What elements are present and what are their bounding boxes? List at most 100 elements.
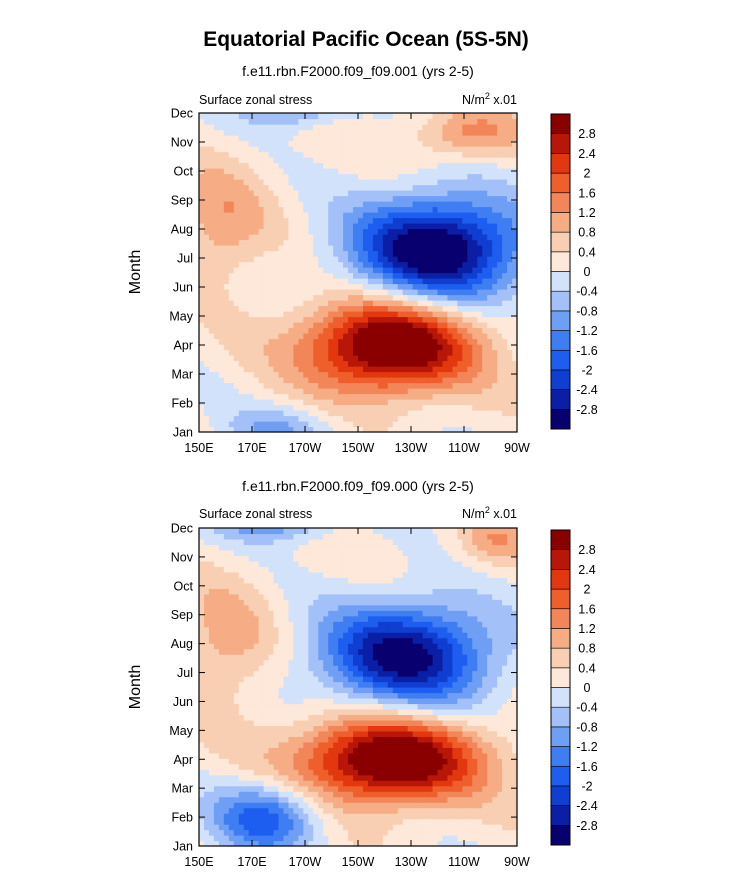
contour-cell bbox=[338, 124, 344, 131]
contour-cell bbox=[437, 245, 444, 252]
contour-cell bbox=[502, 162, 508, 169]
contour-cell bbox=[338, 426, 344, 433]
contour-cell bbox=[283, 316, 290, 323]
contour-cell bbox=[507, 256, 513, 263]
contour-cell bbox=[338, 146, 344, 153]
contour-cell bbox=[348, 421, 354, 428]
contour-cell bbox=[447, 410, 454, 417]
contour-cell bbox=[362, 404, 369, 411]
contour-cell bbox=[208, 371, 215, 378]
contour-cell bbox=[199, 179, 205, 186]
contour-cell bbox=[313, 763, 319, 770]
contour-cell bbox=[417, 234, 424, 241]
contour-cell bbox=[387, 201, 394, 208]
contour-cell bbox=[487, 355, 493, 362]
contour-cell bbox=[343, 195, 349, 202]
contour-cell bbox=[382, 780, 389, 787]
contour-cell bbox=[512, 228, 518, 235]
contour-cell bbox=[203, 151, 210, 158]
contour-cell bbox=[303, 421, 309, 428]
contour-cell bbox=[472, 195, 478, 202]
contour-cell bbox=[318, 747, 324, 754]
contour-cell bbox=[328, 791, 334, 798]
contour-cell bbox=[477, 206, 483, 213]
contour-cell bbox=[467, 410, 473, 417]
contour-cell bbox=[358, 763, 364, 770]
contour-cell bbox=[367, 371, 374, 378]
contour-cell bbox=[228, 135, 235, 142]
contour-cell bbox=[427, 283, 434, 290]
contour-cell bbox=[348, 135, 354, 142]
contour-cell bbox=[482, 415, 488, 422]
contour-cell bbox=[323, 415, 329, 422]
contour-cell bbox=[318, 201, 324, 208]
contour-cell bbox=[323, 250, 329, 257]
contour-cell bbox=[507, 835, 513, 842]
contour-cell bbox=[293, 162, 299, 169]
contour-cell bbox=[417, 190, 424, 197]
contour-cell bbox=[387, 382, 394, 389]
contour-cell bbox=[457, 399, 463, 406]
contour-cell bbox=[348, 129, 354, 136]
contour-cell bbox=[437, 311, 444, 318]
contour-cell bbox=[362, 338, 369, 345]
contour-cell bbox=[283, 201, 290, 208]
contour-cell bbox=[348, 267, 354, 274]
contour-cell bbox=[502, 366, 508, 373]
contour-cell bbox=[273, 278, 280, 285]
contour-cell bbox=[462, 393, 468, 400]
contour-cell bbox=[477, 415, 483, 422]
contour-cell bbox=[367, 840, 374, 847]
contour-cell bbox=[303, 113, 309, 120]
contour-cell bbox=[283, 212, 290, 219]
contour-cell bbox=[203, 256, 210, 263]
contour-cell bbox=[343, 278, 349, 285]
contour-cell bbox=[343, 201, 349, 208]
contour-cell bbox=[238, 360, 245, 367]
contour-cell bbox=[472, 129, 478, 136]
contour-cell bbox=[258, 217, 265, 224]
contour-cell bbox=[199, 338, 205, 345]
contour-cell bbox=[377, 124, 384, 131]
contour-cell bbox=[208, 344, 215, 351]
contour-cell bbox=[467, 217, 473, 224]
contour-cell bbox=[308, 305, 314, 312]
contour-cell bbox=[372, 366, 379, 373]
contour-cell bbox=[253, 410, 260, 417]
contour-cell bbox=[427, 267, 434, 274]
contour-cell bbox=[512, 410, 518, 417]
contour-cell bbox=[323, 124, 329, 131]
contour-cell bbox=[213, 278, 220, 285]
contour-cell bbox=[248, 758, 255, 765]
contour-cell bbox=[338, 829, 344, 836]
contour-cell bbox=[447, 333, 454, 340]
contour-cell bbox=[228, 195, 235, 202]
contour-cell bbox=[248, 250, 255, 257]
contour-cell bbox=[353, 223, 359, 230]
contour-cell bbox=[502, 349, 508, 356]
contour-cell bbox=[358, 283, 364, 290]
contour-cell bbox=[362, 355, 369, 362]
contour-cell bbox=[248, 813, 255, 820]
contour-cell bbox=[208, 272, 215, 279]
contour-cell bbox=[258, 399, 265, 406]
contour-cell bbox=[293, 146, 299, 153]
contour-cell bbox=[492, 151, 498, 158]
contour-cell bbox=[318, 129, 324, 136]
contour-cell bbox=[358, 289, 364, 296]
contour-cell bbox=[199, 421, 205, 428]
contour-cell bbox=[452, 212, 458, 219]
contour-cell bbox=[392, 333, 399, 340]
contour-cell bbox=[228, 272, 235, 279]
contour-cell bbox=[412, 129, 419, 136]
contour-cell bbox=[362, 741, 369, 748]
contour-cell bbox=[208, 250, 215, 257]
contour-cell bbox=[258, 179, 265, 186]
contour-cell bbox=[318, 421, 324, 428]
contour-cell bbox=[462, 785, 468, 792]
contour-cell bbox=[512, 333, 518, 340]
contour-cell bbox=[392, 802, 399, 809]
contour-cell bbox=[457, 366, 463, 373]
contour-cell bbox=[472, 807, 478, 814]
contour-cell bbox=[328, 223, 334, 230]
